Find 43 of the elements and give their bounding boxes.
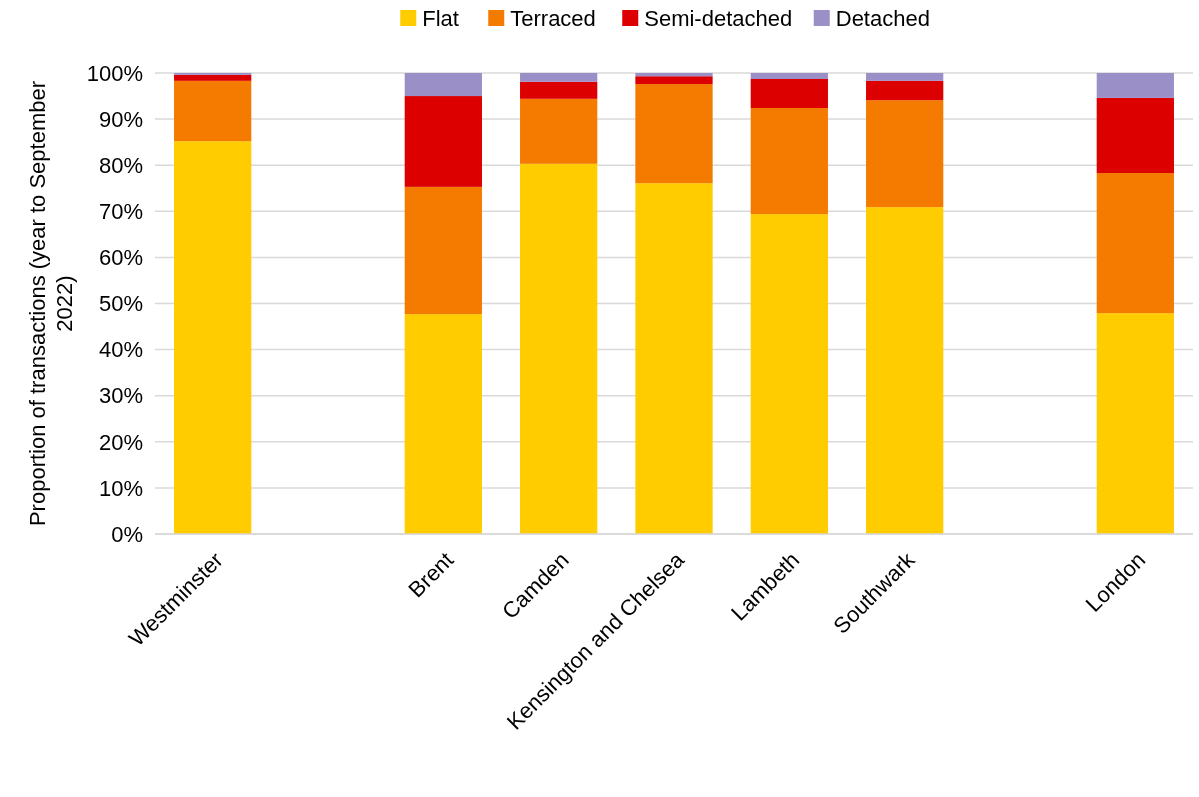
bar: [520, 81, 598, 99]
bar: [866, 100, 944, 208]
bar: [750, 73, 828, 79]
bar: [750, 108, 828, 215]
y-tick-label: 30%: [98, 383, 143, 409]
bar: [404, 314, 482, 534]
legend-label: Semi-detached: [644, 5, 793, 31]
bar: [174, 74, 252, 81]
y-tick-label: 60%: [98, 245, 143, 271]
y-tick-label: 80%: [98, 152, 143, 178]
bar: [1096, 313, 1174, 534]
bar: [750, 78, 828, 109]
bar: [520, 163, 598, 534]
bar: [635, 73, 713, 77]
y-tick-label: 90%: [98, 106, 143, 132]
bar: [404, 73, 482, 97]
bar: [1096, 97, 1174, 174]
bar: [635, 84, 713, 184]
bar: [520, 73, 598, 82]
y-tick-label: 20%: [98, 429, 143, 455]
bar: [174, 141, 252, 534]
bar: [866, 80, 944, 101]
y-tick-label: 50%: [98, 291, 143, 317]
bar: [866, 207, 944, 534]
bar: [174, 80, 252, 142]
bar: [750, 214, 828, 534]
bar: [635, 183, 713, 534]
legend-label: Detached: [835, 5, 930, 31]
y-tick-label: 10%: [98, 475, 143, 501]
bar: [1096, 73, 1174, 98]
bar: [866, 73, 944, 81]
bar: [404, 96, 482, 187]
bar: [1096, 173, 1174, 314]
bar: [404, 186, 482, 315]
y-tick-label: 100%: [86, 60, 143, 86]
y-axis-title: Proportion of transactions (year to September 2022): [25, 80, 77, 527]
legend-label: Terraced: [510, 5, 596, 31]
y-tick-label: 70%: [98, 199, 143, 224]
y-tick-label: 0%: [111, 521, 143, 547]
bar: [635, 76, 713, 85]
bar: [520, 98, 598, 164]
y-tick-label: 40%: [98, 337, 143, 363]
legend-label: Flat: [422, 5, 459, 31]
